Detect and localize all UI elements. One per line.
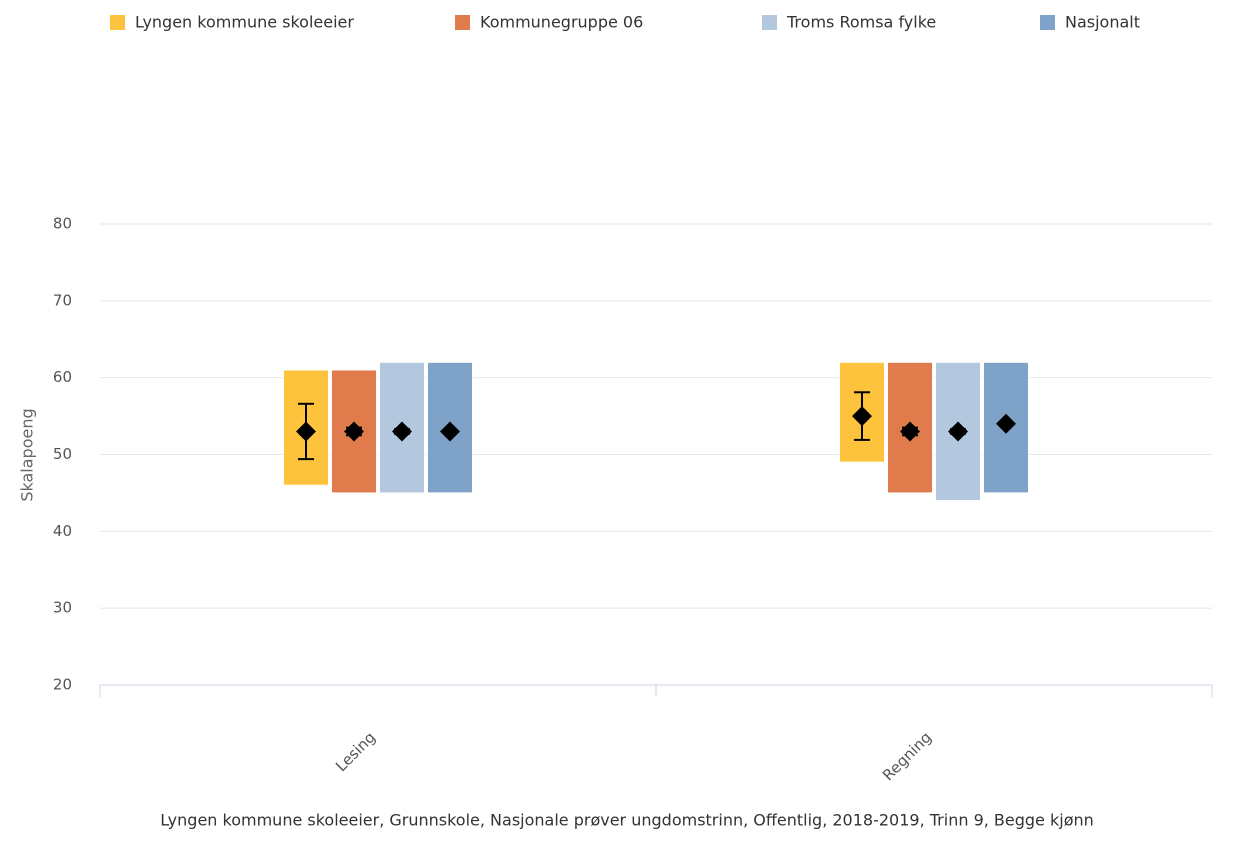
legend-label: Lyngen kommune skoleeier	[135, 13, 354, 32]
legend-label: Troms Romsa fylke	[786, 13, 936, 32]
y-tick-label: 30	[53, 599, 72, 617]
caption: Lyngen kommune skoleeier, Grunnskole, Na…	[160, 811, 1094, 830]
y-tick-label: 70	[53, 291, 72, 309]
mean-point	[344, 421, 364, 442]
legend-swatch	[1040, 15, 1055, 30]
y-tick-label: 50	[53, 445, 72, 463]
legend-swatch	[110, 15, 125, 30]
mean-point	[440, 421, 460, 442]
mean-point	[900, 421, 920, 442]
y-axis-label: Skalapoeng	[18, 408, 37, 501]
y-tick-label: 20	[53, 676, 72, 694]
y-tick-label: 60	[53, 368, 72, 386]
x-tick-label: Lesing	[332, 728, 379, 775]
mean-point	[948, 421, 968, 442]
legend-label: Nasjonalt	[1065, 13, 1140, 32]
mean-point	[392, 421, 412, 442]
range-bar	[427, 361, 473, 494]
x-tick-label: Regning	[879, 728, 935, 784]
y-tick-label: 40	[53, 522, 72, 540]
legend-swatch	[762, 15, 777, 30]
mean-point	[996, 413, 1016, 434]
y-tick-label: 80	[53, 215, 72, 233]
legend-label: Kommunegruppe 06	[480, 13, 643, 32]
mean-point	[852, 406, 872, 427]
mean-point	[296, 421, 316, 442]
legend-swatch	[455, 15, 470, 30]
